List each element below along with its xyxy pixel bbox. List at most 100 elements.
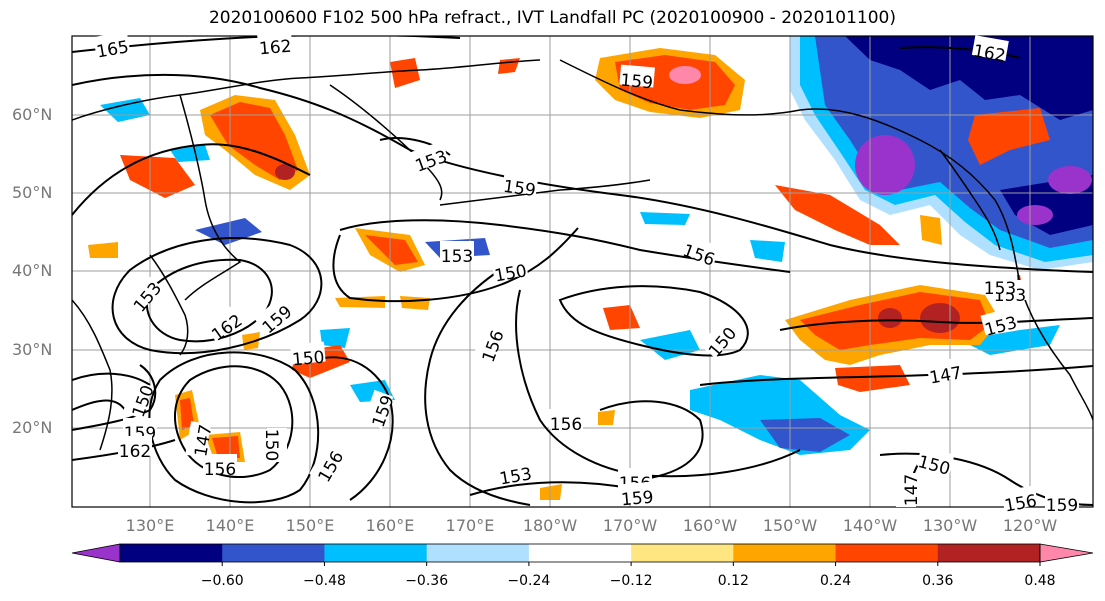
neg-region-wp-7 <box>320 328 350 348</box>
contour-label-text: 147 <box>928 363 963 388</box>
contour-line <box>72 143 311 216</box>
pos-region-nw-2 <box>88 242 118 258</box>
contour-label: 159 <box>619 64 655 94</box>
pos-region-bering-small <box>498 58 520 74</box>
contour-label-background <box>502 170 539 196</box>
longitude-label: 170°W <box>602 516 658 535</box>
contour-label-background <box>267 428 287 462</box>
contour-label: 150 <box>491 255 528 287</box>
contour-label: 156 <box>309 444 349 486</box>
contour-label-text: 162 <box>258 37 292 60</box>
colorbar-arrow-left <box>71 543 121 563</box>
contour-label-background <box>124 274 163 314</box>
longitude-label: 140°E <box>205 516 255 535</box>
colorbar-tick-label: 0.24 <box>819 573 852 589</box>
contour-line <box>515 289 801 478</box>
neg-region-east <box>960 325 1060 355</box>
contour-label: 156 <box>472 324 509 365</box>
contour-label-background <box>118 436 152 456</box>
contour-label: 150 <box>916 446 955 480</box>
contour-label-background <box>440 241 474 261</box>
contour-label: 147 <box>896 473 922 507</box>
contour-label-background <box>409 140 449 172</box>
colorbar-segment <box>835 544 939 562</box>
pos-region-japan-small <box>242 332 260 350</box>
contour-line <box>558 285 749 357</box>
neg-region-wp-2 <box>170 145 210 162</box>
latitude-label: 40°N <box>12 261 53 280</box>
longitude-label: 150°E <box>285 516 335 535</box>
contour-line <box>599 400 704 479</box>
pos-region-okhotsk-red <box>210 102 298 180</box>
contour-line <box>72 399 126 411</box>
contour-label: 156 <box>549 409 583 435</box>
contour-label-background <box>971 35 1009 61</box>
colorbar-tick-label: −0.12 <box>609 573 653 589</box>
contour-label: 159 <box>502 170 539 201</box>
neg-region-wp-6 <box>750 240 785 262</box>
neg-region-wp-1 <box>100 98 150 122</box>
longitude-label: 160°W <box>682 516 738 535</box>
contour-label-background <box>257 30 293 54</box>
contour-label-text: 165 <box>95 37 130 62</box>
latitude-label: 50°N <box>12 183 53 202</box>
colorbar <box>71 543 1094 566</box>
pos-region-kamchatka <box>390 58 420 88</box>
contour-label-background <box>1001 485 1039 511</box>
neg-region-wp-3 <box>195 218 262 245</box>
contour-label-background <box>1045 490 1079 510</box>
contour-label-text: 159 <box>620 71 654 94</box>
contour-label-background <box>619 481 655 505</box>
contour-label-text: 153 <box>984 279 1016 299</box>
contour-label-background <box>916 446 955 475</box>
coast-bc <box>939 149 1001 251</box>
contour-line <box>339 219 791 273</box>
contour-label: 159 <box>619 481 655 510</box>
contour-label-text: 156 <box>1003 491 1038 516</box>
contour-label: 153 <box>440 241 474 267</box>
latitude-label: 60°N <box>12 105 53 124</box>
contour-label-background <box>123 418 157 438</box>
contour-label-background <box>254 296 294 335</box>
colorbar-segment <box>733 544 837 562</box>
longitude-label: 140°W <box>842 516 898 535</box>
colorbar-segment <box>222 544 325 562</box>
contour-label-text: 150 <box>261 429 281 461</box>
neg-region-subtropic-royal <box>760 418 850 452</box>
coast-japan <box>149 254 189 356</box>
contour-label: 162 <box>257 30 293 60</box>
latitude-label: 20°N <box>12 418 53 437</box>
contour-label-text: 156 <box>315 448 349 486</box>
contour-line <box>699 365 1093 386</box>
contour-label-background <box>204 305 244 342</box>
longitude-label: 170°E <box>445 516 495 535</box>
pos-region-phil-1-red <box>180 398 194 430</box>
neg-region-violet-2 <box>1048 166 1092 194</box>
neg-region-ne <box>640 330 700 360</box>
shading-layer <box>88 36 1093 500</box>
contour-label-text: 153 <box>441 247 473 267</box>
contour-label-background <box>699 319 738 359</box>
contour-label-background <box>362 389 394 429</box>
colorbar-tick-label: −0.36 <box>405 573 449 589</box>
contour-line <box>332 227 579 303</box>
pos-region-mid-1-red <box>365 235 418 265</box>
contour-label-text: 156 <box>204 460 236 480</box>
pos-region-gulf <box>775 185 900 245</box>
contour-label: 153 <box>409 140 450 177</box>
colorbar-tick-label: 0.48 <box>1024 573 1056 589</box>
pos-region-gulf-yellow <box>920 215 942 245</box>
colorbar-segment <box>937 544 1041 562</box>
contour-label: 156 <box>1001 485 1039 517</box>
contour-line <box>72 364 157 431</box>
contour-label-text: 153 <box>498 464 533 489</box>
contour-label-background <box>681 234 721 266</box>
coast-aleutians <box>439 179 651 206</box>
colorbar-segment <box>120 544 223 562</box>
colorbar-frame <box>119 543 1041 563</box>
contour-label-background <box>549 409 583 429</box>
neg-region-wp-5 <box>640 212 690 225</box>
colorbar-segment <box>426 544 530 562</box>
colorbar-tick-label: −0.60 <box>200 573 244 589</box>
contour-label-background <box>122 379 154 419</box>
